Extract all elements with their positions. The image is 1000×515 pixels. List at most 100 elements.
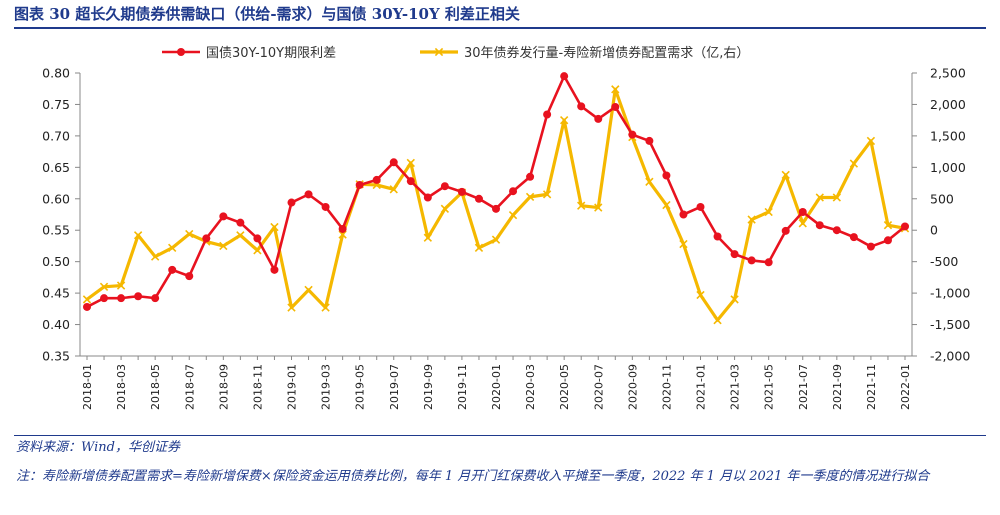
series-spread — [83, 72, 909, 311]
y-left-tick-label: 0.80 — [42, 66, 70, 81]
gap-marker-stroke — [594, 203, 603, 212]
gap-point — [440, 204, 450, 214]
spread-point — [764, 258, 773, 267]
gap-point — [168, 243, 177, 252]
y-left-tick-label: 0.35 — [42, 349, 70, 364]
spread-point — [134, 292, 143, 301]
y-left-tick-label: 0.65 — [42, 160, 70, 175]
y-left-tick-label: 0.70 — [42, 128, 70, 143]
spread-point — [730, 250, 739, 259]
spread-point — [781, 226, 790, 235]
gap-point — [696, 290, 705, 300]
gap-point — [389, 185, 398, 194]
x-tick-label: 2019-11 — [456, 364, 469, 410]
footer-divider — [14, 435, 986, 436]
gap-point — [713, 315, 722, 325]
x-tick-label: 2020-05 — [558, 364, 571, 410]
spread-point — [594, 114, 603, 123]
gap-point — [287, 303, 296, 312]
spread-point — [645, 136, 654, 145]
gap-marker-stroke — [781, 170, 790, 180]
gap-point — [151, 252, 160, 261]
y-right-tick-label: 1,500 — [930, 128, 966, 143]
spread-point — [151, 294, 160, 303]
spread-point — [168, 265, 177, 274]
legend-gap-swatch-marker — [434, 47, 444, 57]
spread-point — [696, 202, 705, 211]
spread-point — [117, 294, 126, 303]
gap-marker-stroke — [542, 190, 552, 199]
x-tick-label: 2021-09 — [831, 364, 844, 410]
x-tick-label: 2020-03 — [524, 364, 537, 410]
gap-point — [662, 200, 671, 210]
spread-point — [338, 224, 347, 233]
spread-point — [883, 236, 892, 245]
y-right-tick-label: -1,500 — [930, 317, 970, 332]
gap-marker-stroke — [713, 315, 722, 325]
gap-point — [116, 281, 126, 290]
y-left-tick-label: 0.45 — [42, 286, 70, 301]
spread-point — [560, 72, 569, 81]
gap-point — [133, 231, 143, 240]
gap-point — [560, 116, 569, 125]
gap-point — [781, 170, 790, 180]
y-right-tick-label: 1,000 — [930, 160, 966, 175]
y-left-tick-label: 0.50 — [42, 254, 70, 269]
gap-marker-stroke — [270, 222, 279, 232]
gap-marker-stroke — [525, 192, 535, 202]
gap-point — [798, 219, 807, 228]
gap-series-line — [86, 87, 906, 322]
gap-marker-stroke — [253, 246, 262, 255]
y-right-tick-label: -500 — [930, 254, 958, 269]
gap-point — [338, 230, 347, 239]
chart: 国债30Y-10Y期限利差 30年债券发行量-寿险新增债券配置需求（亿,右） 0.… — [42, 45, 970, 410]
spread-point — [202, 234, 211, 243]
x-tick-label: 2019-05 — [354, 364, 367, 410]
x-tick-label: 2022-01 — [899, 364, 912, 410]
legend-spread-swatch-marker — [177, 48, 185, 56]
spread-point — [406, 177, 415, 186]
gap-point — [321, 303, 330, 312]
series-gap — [82, 85, 910, 325]
gap-point — [253, 246, 262, 255]
y-right-tick-label: 2,500 — [930, 66, 966, 81]
spread-point — [440, 182, 449, 191]
gap-marker-stroke — [185, 229, 194, 239]
spread-point — [185, 272, 194, 281]
gap-marker-stroke — [321, 303, 330, 312]
gap-point — [185, 229, 194, 239]
gap-point — [849, 159, 859, 168]
x-tick-label: 2020-07 — [592, 364, 605, 410]
gap-point — [82, 295, 92, 304]
gap-marker-stroke — [883, 221, 893, 230]
spread-point — [492, 204, 500, 213]
gap-marker-stroke — [474, 243, 484, 252]
spread-point — [100, 294, 109, 303]
gap-point — [764, 207, 773, 217]
spread-point — [543, 110, 552, 119]
spread-point — [832, 226, 841, 235]
spread-point — [849, 233, 858, 242]
gap-marker-stroke — [747, 215, 756, 224]
gap-marker-stroke — [99, 282, 109, 291]
spread-point — [253, 234, 262, 243]
x-tick-label: 2021-01 — [695, 364, 708, 410]
spread-point — [713, 232, 722, 241]
gap-marker-stroke — [645, 177, 654, 186]
y-left-tick-label: 0.40 — [42, 317, 70, 332]
spread-series-line — [86, 74, 906, 309]
spread-point — [526, 172, 535, 181]
title-divider — [14, 27, 986, 29]
gap-point — [747, 215, 756, 224]
gap-marker-stroke — [696, 290, 705, 300]
gap-point — [594, 203, 603, 212]
gap-point — [611, 85, 620, 94]
legend-gap-label: 30年债券发行量-寿险新增债券配置需求（亿,右） — [464, 45, 749, 61]
y-right-tick-label: -2,000 — [930, 349, 970, 364]
gap-point — [474, 243, 484, 252]
gap-marker-stroke — [116, 281, 126, 290]
spread-point — [815, 221, 824, 230]
gap-marker-stroke — [679, 239, 688, 249]
spread-point — [474, 194, 483, 203]
x-tick-label: 2018-01 — [81, 364, 94, 410]
